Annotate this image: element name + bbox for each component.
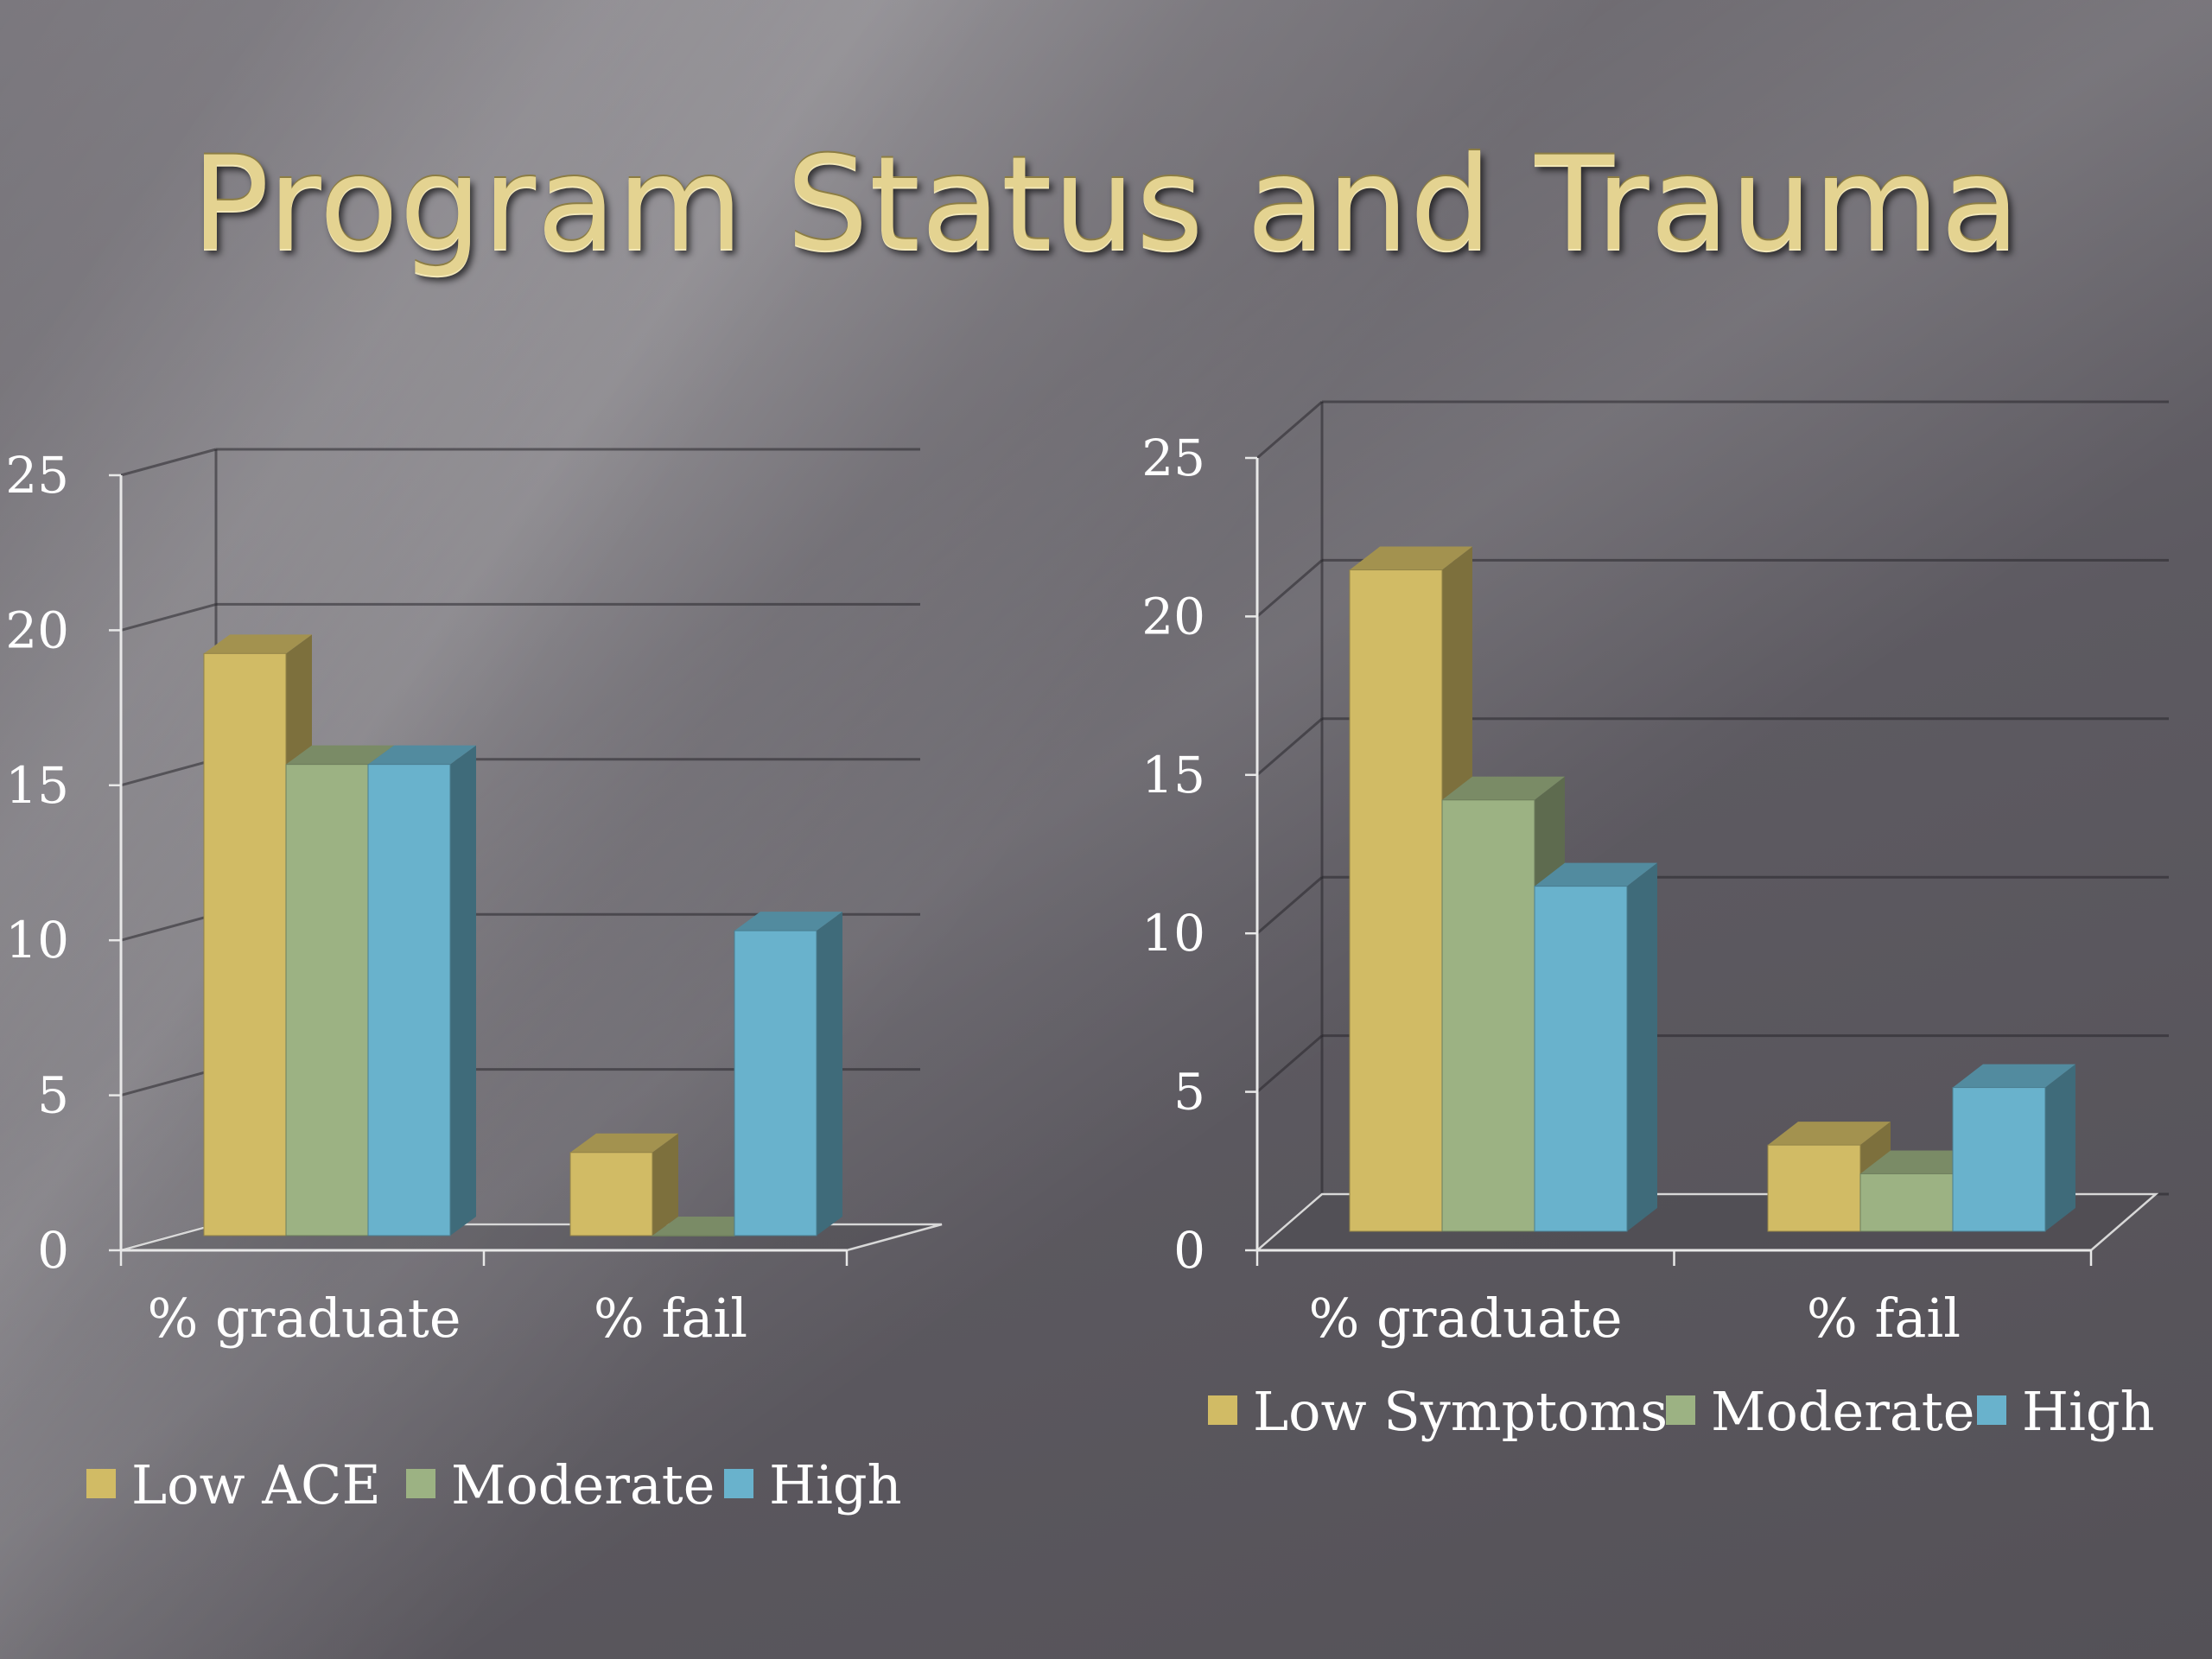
bar-side [1627,862,1657,1231]
legend-item-low: Low ACE [86,1453,381,1516]
legend-swatch [1208,1395,1237,1425]
bar-front [367,764,451,1236]
bar-front [285,764,369,1236]
chart-2: 0 5 10 15 20 25 % graduate % fail Low Symptoms Mo… [1141,400,2169,1443]
gridline-side [120,758,217,787]
y-tick-label: 10 [5,911,69,969]
gridline-side [1256,1034,1323,1093]
bar-front [1859,1173,1954,1232]
bar-front [734,930,817,1236]
legend-label: Moderate [1711,1380,1974,1443]
category-label: % fail [1807,1287,1961,1350]
bar-front [569,1152,653,1236]
legend-label: Low Symptoms [1253,1380,1668,1443]
legend-swatch [406,1469,435,1498]
legend-label: High [769,1453,902,1516]
gridline-side [120,448,217,477]
gridline-side [120,1068,217,1097]
bar-graduate-high [1534,862,1657,1232]
bar-top [204,634,312,654]
bar-side [450,745,476,1236]
bar-top [1768,1122,1891,1146]
y-tick-label: 15 [1141,746,1205,804]
gridline-side [1256,876,1323,935]
bar-top [368,745,476,765]
legend-item-moderate: Moderate [406,1453,715,1516]
bar-front [1534,886,1628,1232]
bar-top [734,912,842,931]
bar-top [1442,776,1565,800]
bar-side [652,1133,678,1236]
y-tick-label: 15 [5,756,69,815]
category-label: % graduate [147,1287,461,1350]
legend-item-low: Low Symptoms [1208,1380,1668,1443]
slide-title: Program Status and Trauma [191,130,2021,280]
legend-label: Low ACE [131,1453,381,1516]
gridline-side [1256,559,1323,618]
legend-item-high: High [724,1453,902,1516]
bar-side [2045,1064,2075,1231]
bar-front [1952,1087,2046,1232]
bar-top [1953,1064,2075,1088]
gridline-side [120,602,217,632]
legend-swatch [724,1469,753,1498]
legend-swatch [1666,1395,1695,1425]
legend-label: High [2022,1380,2155,1443]
bar-top [1535,862,1657,887]
gridline-side [120,912,217,942]
bar-fail-low [569,1133,678,1236]
y-tick-label: 25 [1141,429,1205,487]
legend-swatch [86,1469,116,1498]
y-tick-label: 10 [1141,904,1205,963]
category-label: % fail [594,1287,747,1350]
bar-side [817,912,842,1236]
bar-top [652,1217,760,1236]
bar-front [203,652,287,1236]
bar-front [1441,799,1535,1232]
y-tick-label: 0 [1173,1221,1205,1280]
bar-front [1767,1144,1861,1232]
y-tick-label: 5 [37,1066,69,1125]
bar-top [1350,546,1472,570]
chart-1: 0 5 10 15 20 25 % graduate % fail Low ACE Moderat… [5,446,943,1516]
y-tick-label: 5 [1173,1063,1205,1122]
gridline-side [1256,400,1323,460]
legend-label: Moderate [451,1453,715,1516]
legend-swatch [1977,1395,2006,1425]
bar-fail-high [734,912,842,1236]
legend-item-high: High [1977,1380,2155,1443]
gridline-side [1256,717,1323,776]
bar-fail-high [1952,1064,2075,1232]
bar-front [1349,569,1443,1232]
bar-graduate-high [367,745,476,1236]
legend-item-moderate: Moderate [1666,1380,1974,1443]
y-tick-label: 0 [37,1221,69,1280]
bar-top [286,745,394,765]
y-tick-label: 25 [5,446,69,505]
y-tick-label: 20 [1141,587,1205,645]
y-tick-label: 20 [5,601,69,659]
bar-top [570,1133,678,1153]
category-label: % graduate [1308,1287,1622,1350]
